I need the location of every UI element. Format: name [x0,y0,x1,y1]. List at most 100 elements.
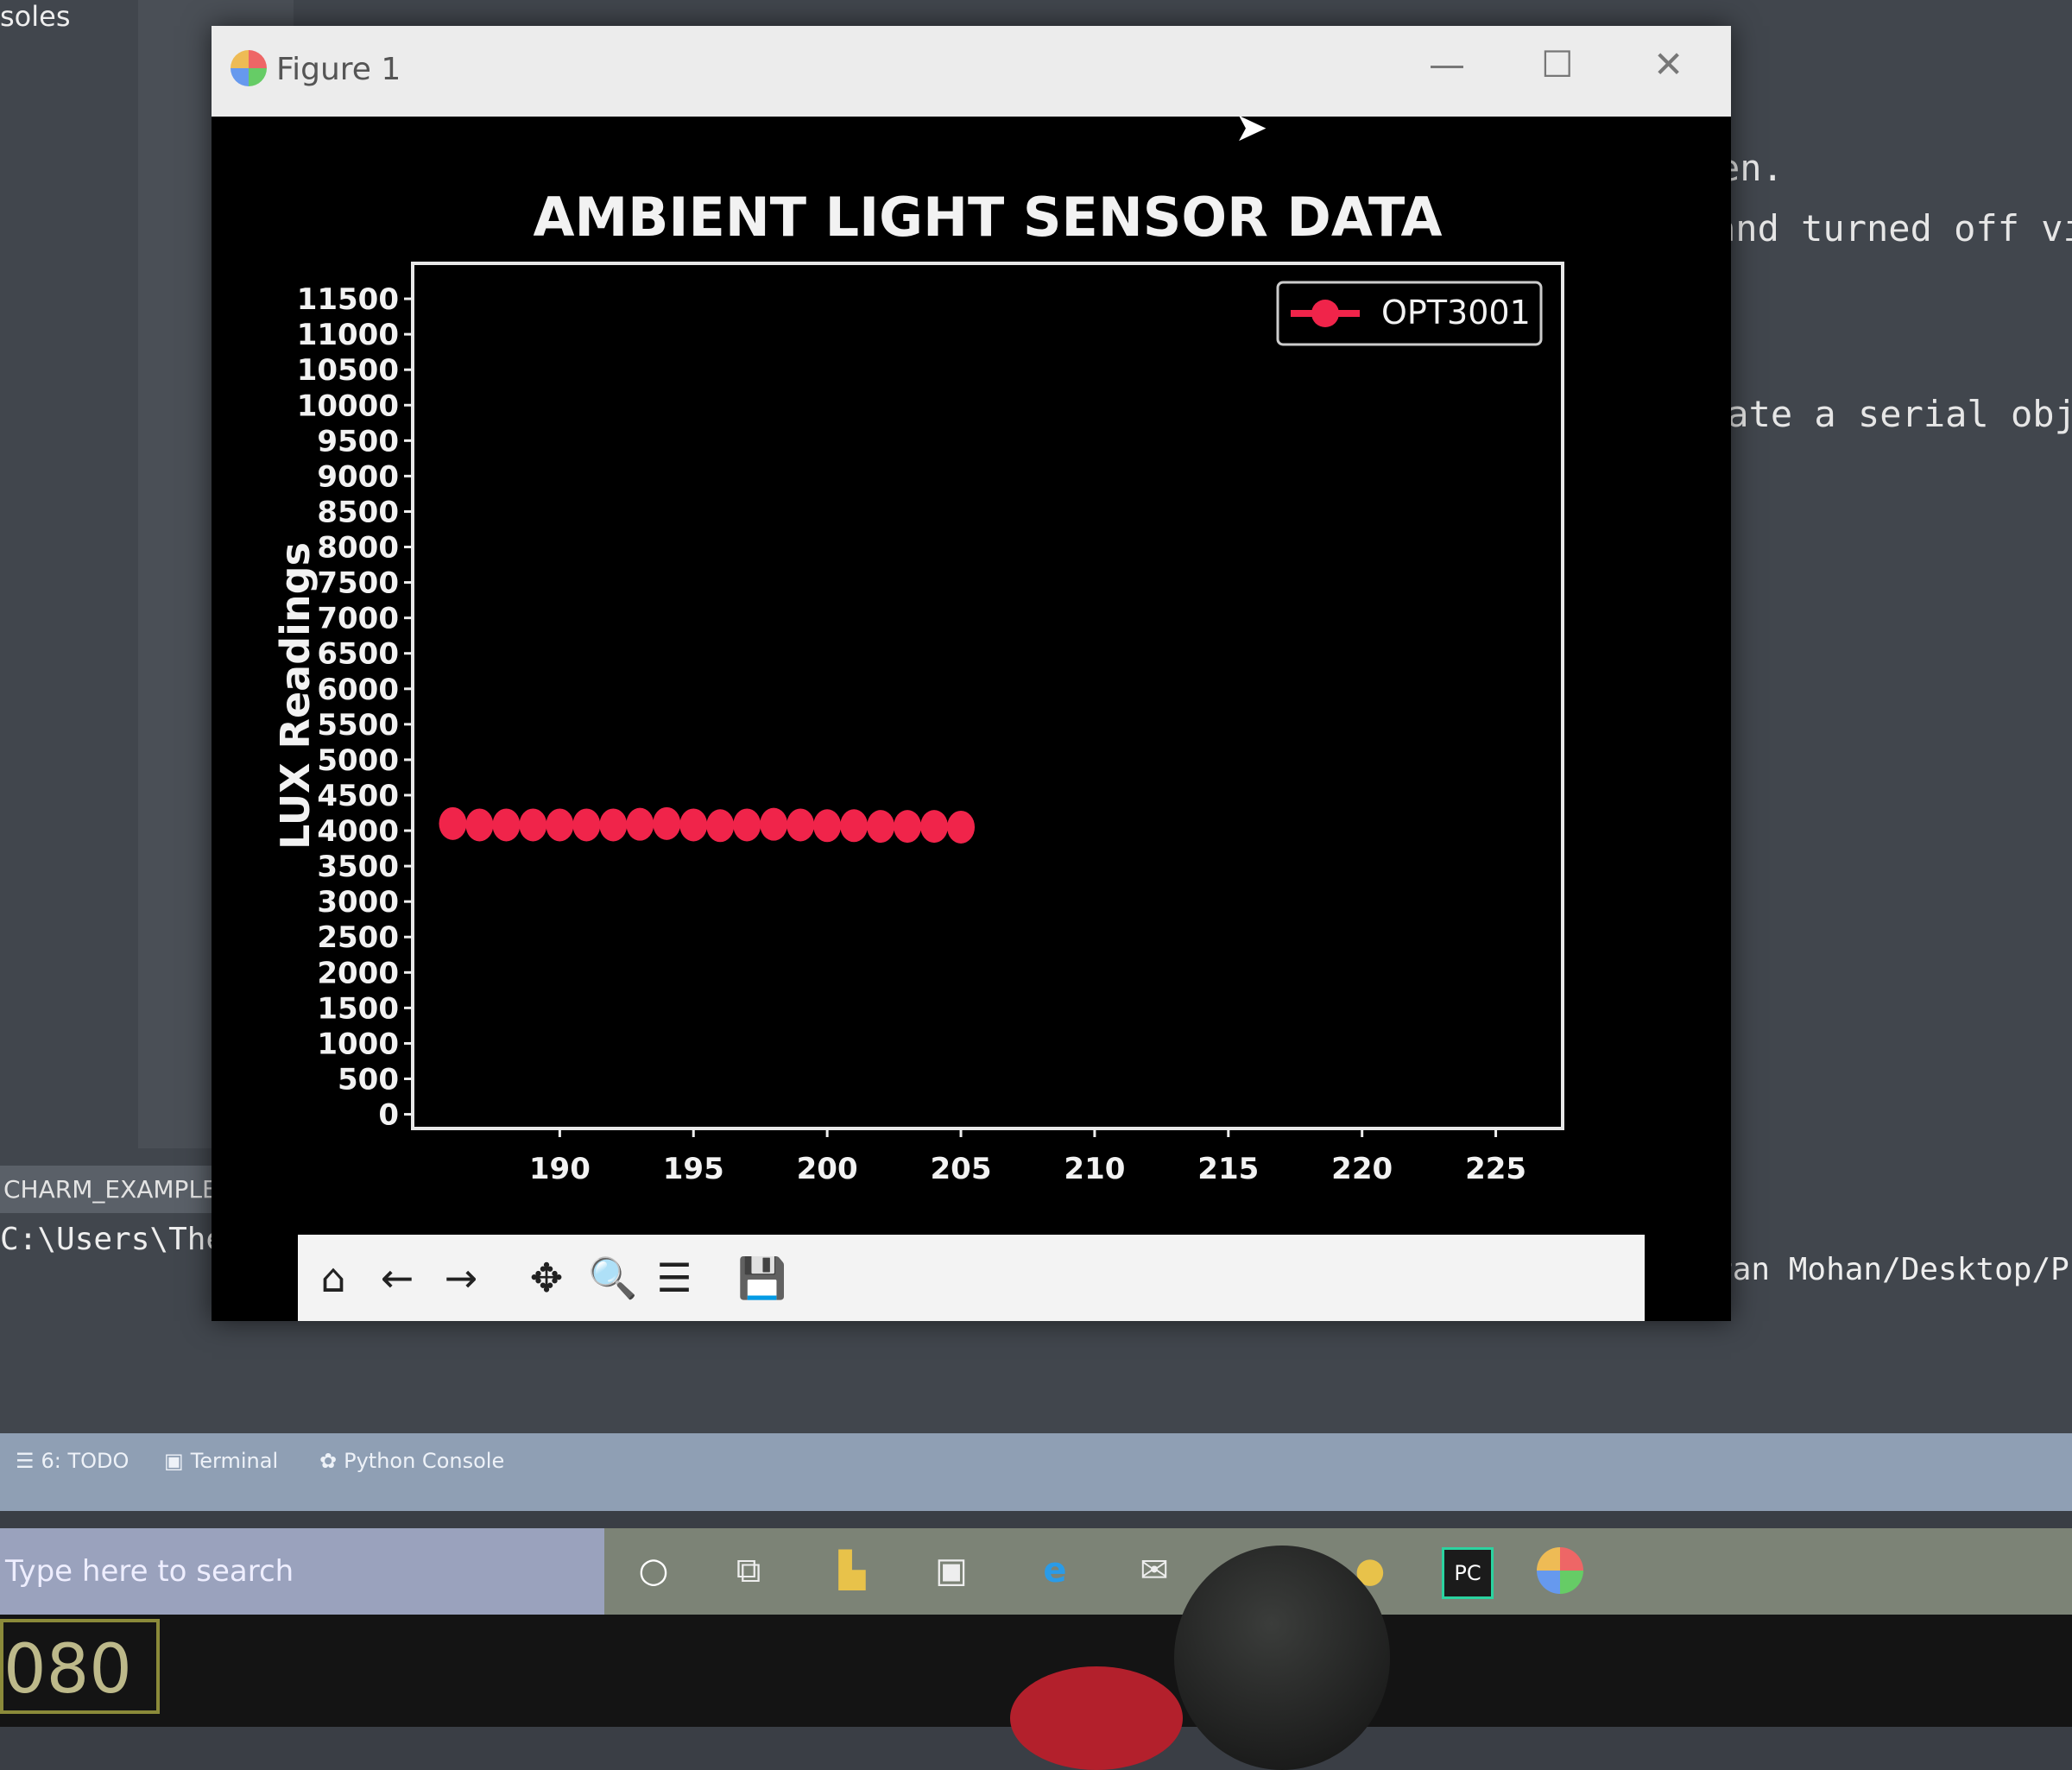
y-tick-label: 9500 [317,424,399,458]
data-point [920,810,949,844]
data-point [519,808,547,842]
y-tick-label: 8500 [317,495,399,529]
code-fragment: and turned off vi [1714,207,2072,250]
chart: AMBIENT LIGHT SENSOR DATA050010001500200… [272,186,1564,1186]
y-tick-label: 5500 [317,708,399,743]
y-tick-label: 8000 [317,531,399,566]
data-point [546,808,574,842]
legend-label: OPT3001 [1381,294,1531,332]
python-icon: ✿ [319,1449,338,1473]
home-icon[interactable]: ⌂ [320,1255,346,1301]
x-tick-label: 220 [1331,1152,1393,1186]
legend-marker [1311,300,1339,327]
terminal-tab-label: Terminal [190,1449,279,1473]
edge-icon[interactable]: e [1043,1551,1067,1590]
data-point [840,809,869,843]
y-tick-label: 6000 [317,673,399,707]
y-tick-label: 7000 [317,602,399,636]
ide-bottom-toolbar [0,1433,2072,1511]
data-point [813,809,842,843]
save-icon[interactable]: 💾 [737,1254,787,1301]
y-tick-label: 2000 [317,956,399,990]
x-tick-label: 225 [1465,1152,1526,1186]
pan-icon[interactable]: ✥ [529,1255,564,1301]
data-point [947,810,976,844]
chart-title: AMBIENT LIGHT SENSOR DATA [533,186,1442,249]
y-tick-label: 1500 [317,991,399,1026]
maximize-button[interactable]: ☐ [1541,43,1574,85]
data-point [439,806,467,840]
mail-icon[interactable]: ✉ [1140,1551,1169,1590]
terminal-tab[interactable]: ▣ Terminal [164,1449,278,1473]
zoom-icon[interactable]: 🔍 [588,1254,638,1301]
x-tick-label: 200 [797,1152,858,1186]
y-tick-label: 1000 [317,1027,399,1061]
todo-tab[interactable]: ☰ 6: TODO [16,1449,129,1473]
y-tick-label: 10500 [297,353,399,388]
x-tick-label: 195 [663,1152,724,1186]
code-fragment: eate a serial obje [1705,393,2072,435]
data-point [653,806,681,840]
window-title: Figure 1 [276,52,401,87]
cortana-icon[interactable]: ○ [638,1551,669,1590]
data-point [706,809,735,843]
y-tick-label: 2500 [317,920,399,955]
data-point [465,808,494,842]
python-console-tab[interactable]: ✿ Python Console [319,1449,504,1473]
back-icon[interactable]: ← [380,1255,414,1301]
terminal-icon: ▣ [164,1449,184,1473]
data-point [492,808,521,842]
y-tick-label: 4000 [317,814,399,849]
todo-tab-label: 6: TODO [41,1449,130,1473]
y-tick-label: 4500 [317,779,399,813]
data-point [786,808,815,842]
data-point [599,808,628,842]
y-tick-label: 9000 [317,459,399,494]
store-icon[interactable]: ▣ [935,1551,968,1590]
minimize-button[interactable]: — [1429,43,1465,85]
taskbar-search-input[interactable]: Type here to search [0,1528,604,1615]
data-point [733,808,761,842]
data-point [679,808,708,842]
x-tick-label: 190 [529,1152,591,1186]
data-point [572,808,601,842]
monitor-badge: 080 [0,1619,160,1714]
run-tab-label: CHARM_EXAMPLES [3,1175,233,1204]
y-tick-label: 5000 [317,743,399,778]
panel-label: soles [0,0,71,33]
legend-box [1276,281,1543,346]
figure-toolbar: ⌂ ← → ✥ 🔍 ☰ 💾 [298,1235,1645,1321]
mouse-cursor-icon: ➤ [1235,104,1268,150]
joystick-knob [1174,1546,1390,1770]
title-bar[interactable]: Figure 1 — ☐ ✕ [212,26,1731,117]
y-tick-label: 500 [338,1063,399,1097]
x-tick-label: 215 [1197,1152,1259,1186]
data-point [760,807,788,841]
pycharm-icon[interactable]: PC [1442,1547,1494,1599]
x-tick-label: 205 [931,1152,992,1186]
matplotlib-figure-icon[interactable] [1537,1547,1583,1594]
python-console-tab-label: Python Console [344,1449,505,1473]
data-point [867,810,895,844]
x-tick-label: 210 [1064,1152,1125,1186]
y-tick-label: 0 [378,1098,399,1133]
forward-icon[interactable]: → [444,1255,478,1301]
data-point [894,810,922,844]
y-tick-label: 3000 [317,885,399,920]
y-tick-label: 7500 [317,566,399,601]
matplotlib-icon [231,50,267,86]
file-explorer-icon[interactable]: ▙ [838,1551,866,1590]
plot-area [411,262,1564,1130]
figure-window: Figure 1 — ☐ ✕ AMBIENT LIGHT SENSOR DATA… [212,26,1731,1321]
close-button[interactable]: ✕ [1653,43,1684,85]
y-tick-label: 10000 [297,389,399,423]
list-icon: ☰ [16,1449,35,1473]
y-tick-label: 11500 [297,282,399,317]
y-tick-label: 3500 [317,850,399,884]
red-board [1010,1666,1183,1770]
data-point [626,807,654,841]
configure-subplots-icon[interactable]: ☰ [656,1255,692,1301]
y-tick-label: 6500 [317,637,399,672]
y-axis-label: LUX Readings [272,542,319,850]
task-view-icon[interactable]: ⧉ [736,1551,761,1590]
